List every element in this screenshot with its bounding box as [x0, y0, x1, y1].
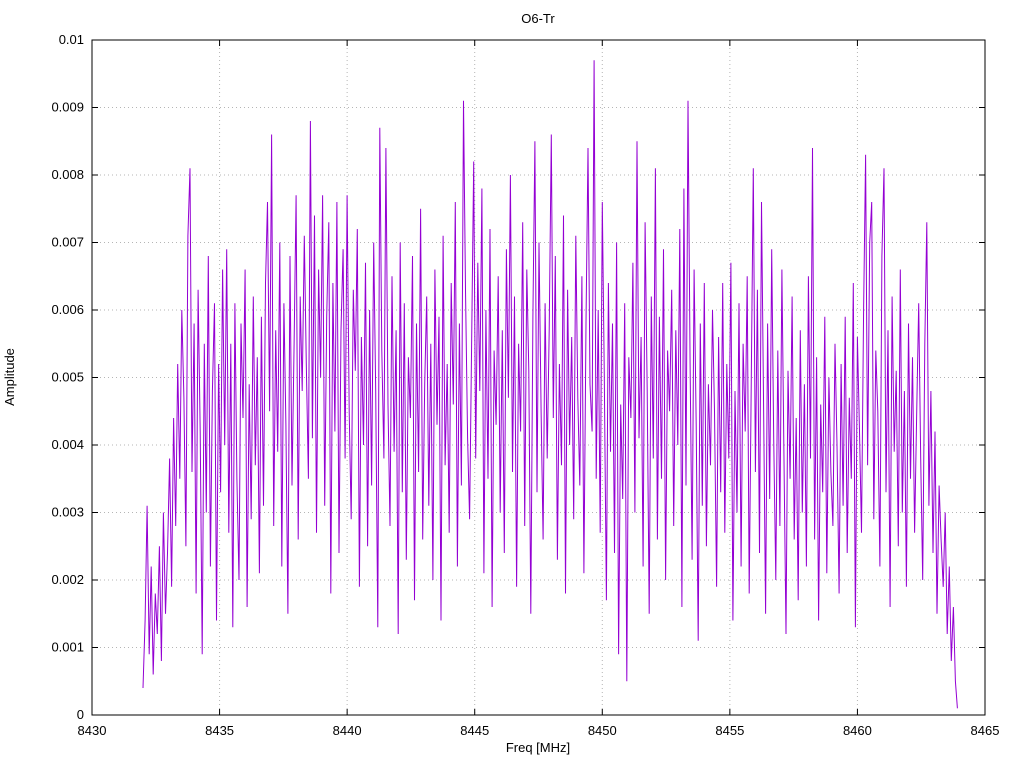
- x-tick-label: 8430: [78, 723, 107, 738]
- x-tick-label: 8460: [843, 723, 872, 738]
- x-tick-label: 8445: [460, 723, 489, 738]
- y-tick-label: 0.01: [59, 32, 84, 47]
- x-tick-label: 8465: [971, 723, 1000, 738]
- tick-labels: 8430 8435 8440 8445 8450 8455 8460 8465 0 0.001 0.…: [51, 32, 999, 738]
- y-tick-label: 0.001: [51, 640, 84, 655]
- y-tick-label: 0.002: [51, 572, 84, 587]
- x-axis-label: Freq [MHz]: [506, 740, 570, 755]
- y-tick-label: 0.003: [51, 505, 84, 520]
- x-tick-label: 8440: [333, 723, 362, 738]
- signal-trace: [142, 60, 958, 709]
- y-tick-label: 0: [77, 707, 84, 722]
- y-tick-label: 0.007: [51, 235, 84, 250]
- x-tick-label: 8455: [715, 723, 744, 738]
- y-axis-label: Amplitude: [2, 348, 17, 406]
- y-tick-label: 0.008: [51, 167, 84, 182]
- plot-border: [91, 39, 986, 716]
- x-tick-label: 8435: [205, 723, 234, 738]
- y-tick-label: 0.006: [51, 302, 84, 317]
- chart-title: O6-Tr: [521, 11, 555, 26]
- data-layer: [91, 39, 986, 716]
- y-tick-label: 0.009: [51, 100, 84, 115]
- tick-marks: [91, 39, 986, 716]
- gridlines: [92, 40, 985, 715]
- y-tick-label: 0.005: [51, 370, 84, 385]
- y-tick-label: 0.004: [51, 437, 84, 452]
- x-tick-label: 8450: [588, 723, 617, 738]
